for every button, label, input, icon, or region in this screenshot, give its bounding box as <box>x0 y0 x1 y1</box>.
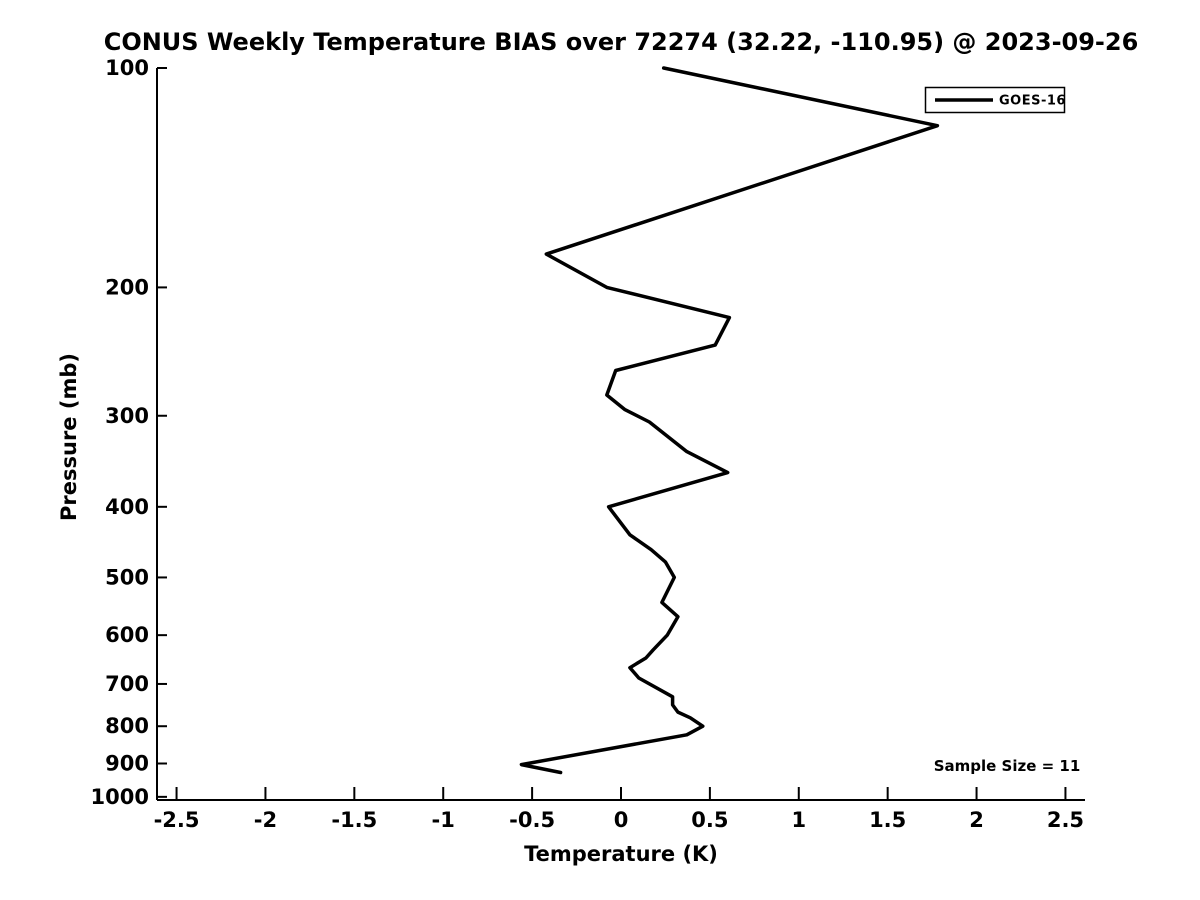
y-tick-label: 800 <box>105 714 149 738</box>
sample-size-annotation: Sample Size = 11 <box>934 757 1081 775</box>
y-tick-label: 700 <box>105 672 149 696</box>
y-tick-label: 300 <box>105 404 149 428</box>
y-tick-label: 1000 <box>91 785 149 809</box>
x-tick-label: 0.5 <box>691 808 728 832</box>
x-axis-label: Temperature (K) <box>524 842 718 866</box>
goes16-bias-line <box>519 66 940 775</box>
x-tick-label: 2.5 <box>1047 808 1084 832</box>
x-tick-label: -2 <box>254 808 277 832</box>
x-tick-label: -1.5 <box>331 808 377 832</box>
y-tick-label: 100 <box>105 56 149 80</box>
y-tick-label: 900 <box>105 752 149 776</box>
y-tick-label: 200 <box>105 275 149 299</box>
x-tick-label: -2.5 <box>154 808 200 832</box>
x-tick-label: 2 <box>969 808 984 832</box>
y-tick-label: 500 <box>105 565 149 589</box>
legend-label: GOES-16 <box>999 94 1066 109</box>
chart-title: CONUS Weekly Temperature BIAS over 72274… <box>104 28 1139 56</box>
plot-area: -2.5 -2 -1.5 -1 -0.5 0 0.5 1 1.5 2 2.5 100 200 300 400… <box>91 56 1085 832</box>
y-axis-label: Pressure (mb) <box>57 353 81 521</box>
y-tick-label: 600 <box>105 623 149 647</box>
x-tick-label: 1 <box>791 808 806 832</box>
x-tick-label: -1 <box>432 808 455 832</box>
x-tick-label: 0 <box>614 808 629 832</box>
x-tick-label: 1.5 <box>869 808 906 832</box>
x-tick-label: -0.5 <box>509 808 555 832</box>
y-tick-label: 400 <box>105 495 149 519</box>
legend: GOES-16 <box>924 86 1066 114</box>
